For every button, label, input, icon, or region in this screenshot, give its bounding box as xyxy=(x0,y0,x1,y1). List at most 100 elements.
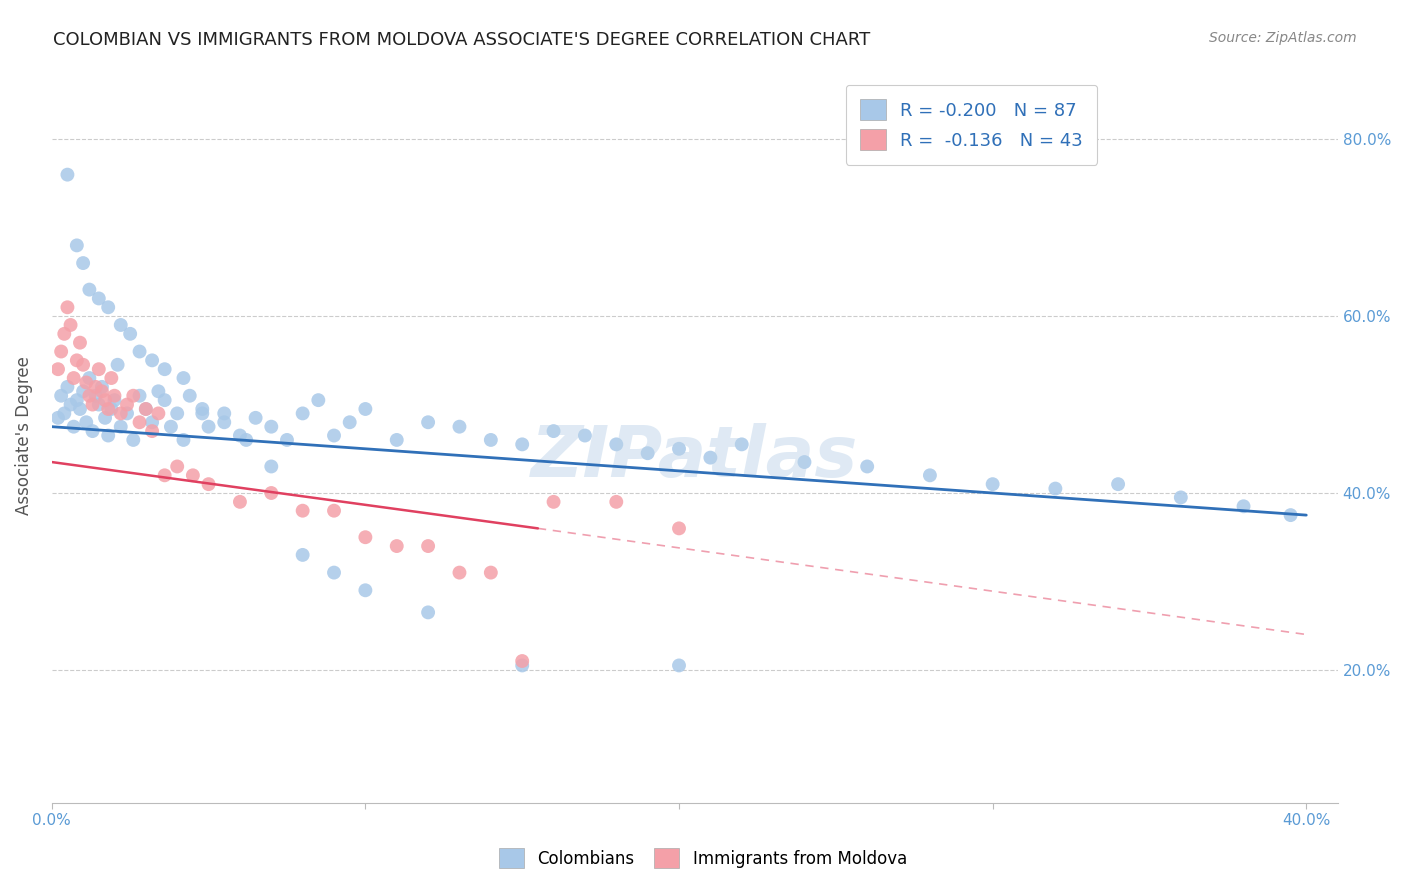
Point xyxy=(212,406,235,420)
Point xyxy=(354,583,377,598)
Point xyxy=(66,393,89,408)
Point xyxy=(153,393,176,408)
Point xyxy=(62,419,84,434)
Point xyxy=(229,428,252,442)
Point xyxy=(260,459,283,474)
Point xyxy=(153,362,176,376)
Point xyxy=(84,389,107,403)
Point xyxy=(245,410,267,425)
Point xyxy=(181,468,204,483)
Point xyxy=(339,415,361,429)
Point xyxy=(354,402,377,417)
Point xyxy=(416,606,439,620)
Point xyxy=(128,389,150,403)
Point xyxy=(103,393,125,408)
Point xyxy=(543,495,565,509)
Point xyxy=(197,419,219,434)
Point xyxy=(605,495,627,509)
Point xyxy=(90,384,112,399)
Point xyxy=(94,410,117,425)
Point xyxy=(49,389,72,403)
Legend: R = -0.200   N = 87, R =  -0.136   N = 43: R = -0.200 N = 87, R = -0.136 N = 43 xyxy=(846,85,1097,164)
Point xyxy=(87,362,110,376)
Point xyxy=(59,398,82,412)
Legend: Colombians, Immigrants from Moldova: Colombians, Immigrants from Moldova xyxy=(491,839,915,877)
Point xyxy=(97,300,120,314)
Text: ZIPatlas: ZIPatlas xyxy=(531,423,859,492)
Point xyxy=(100,402,122,417)
Y-axis label: Associate's Degree: Associate's Degree xyxy=(15,356,32,515)
Point xyxy=(385,433,408,447)
Point xyxy=(46,362,69,376)
Point xyxy=(699,450,721,465)
Point xyxy=(856,459,879,474)
Point xyxy=(323,504,346,518)
Point xyxy=(918,468,941,483)
Point xyxy=(605,437,627,451)
Text: Source: ZipAtlas.com: Source: ZipAtlas.com xyxy=(1209,31,1357,45)
Point xyxy=(276,433,298,447)
Point xyxy=(160,419,183,434)
Point xyxy=(135,402,157,417)
Point xyxy=(166,459,188,474)
Point xyxy=(416,415,439,429)
Point xyxy=(543,424,565,438)
Point xyxy=(1170,491,1192,505)
Point xyxy=(75,376,97,390)
Point xyxy=(49,344,72,359)
Point xyxy=(84,380,107,394)
Point xyxy=(97,402,120,417)
Point xyxy=(191,406,214,420)
Point xyxy=(115,398,138,412)
Point xyxy=(449,419,471,434)
Point xyxy=(72,358,94,372)
Point xyxy=(82,424,104,438)
Point xyxy=(79,371,101,385)
Point xyxy=(179,389,201,403)
Point xyxy=(668,442,690,456)
Point xyxy=(110,419,132,434)
Point xyxy=(416,539,439,553)
Point xyxy=(637,446,659,460)
Point xyxy=(115,406,138,420)
Point xyxy=(135,402,157,417)
Point xyxy=(90,380,112,394)
Point xyxy=(128,415,150,429)
Point xyxy=(56,380,79,394)
Point xyxy=(122,389,145,403)
Point xyxy=(56,168,79,182)
Text: COLOMBIAN VS IMMIGRANTS FROM MOLDOVA ASSOCIATE'S DEGREE CORRELATION CHART: COLOMBIAN VS IMMIGRANTS FROM MOLDOVA ASS… xyxy=(53,31,870,49)
Point xyxy=(793,455,815,469)
Point xyxy=(141,353,163,368)
Point xyxy=(1279,508,1302,522)
Point xyxy=(141,415,163,429)
Point xyxy=(354,530,377,544)
Point xyxy=(97,428,120,442)
Point xyxy=(668,658,690,673)
Point xyxy=(1232,500,1254,514)
Point xyxy=(668,521,690,535)
Point xyxy=(148,384,170,399)
Point xyxy=(291,504,314,518)
Point xyxy=(53,326,76,341)
Point xyxy=(69,402,91,417)
Point xyxy=(235,433,257,447)
Point xyxy=(107,358,129,372)
Point xyxy=(260,486,283,500)
Point xyxy=(122,433,145,447)
Point xyxy=(141,424,163,438)
Point xyxy=(291,548,314,562)
Point xyxy=(260,419,283,434)
Point xyxy=(120,326,142,341)
Point xyxy=(479,566,502,580)
Point xyxy=(148,406,170,420)
Point xyxy=(87,292,110,306)
Point xyxy=(191,402,214,417)
Point xyxy=(72,384,94,399)
Point xyxy=(72,256,94,270)
Point xyxy=(172,433,194,447)
Point xyxy=(385,539,408,553)
Point xyxy=(153,468,176,483)
Point xyxy=(479,433,502,447)
Point xyxy=(510,658,533,673)
